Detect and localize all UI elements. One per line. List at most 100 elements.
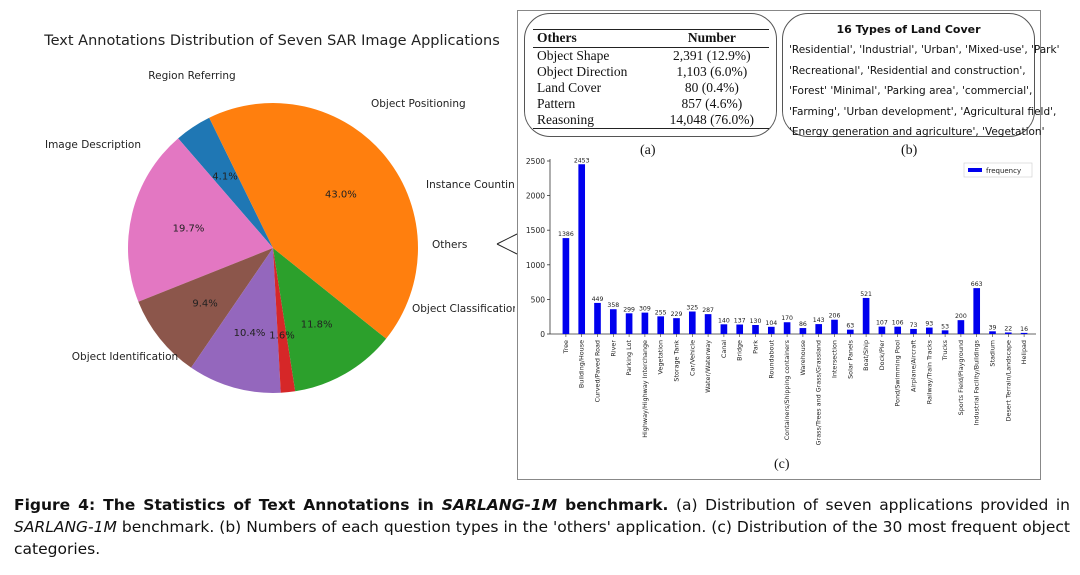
bar [799,328,807,334]
others-table-row: Object Shape 2,391 (12.9%) [533,48,769,65]
bar [783,322,791,334]
caption-part2: benchmark. (b) Numbers of each question … [14,518,1070,558]
bar [657,316,665,334]
bar [910,328,917,334]
x-tick-label: Grass/Trees and Grass/Grassland [815,340,823,445]
pie-value-label: 1.6% [269,331,294,342]
panel-label-b: (b) [901,143,918,158]
others-table-col-others: Others [533,29,655,48]
x-tick-label: Canal [720,340,728,358]
landcover-line: 'Forest' 'Minimal', 'Parking area', 'com… [789,85,1033,97]
others-row-number: 857 (4.6%) [681,96,743,111]
others-table-box: Others Number Object Shape 2,391 (12.9%) O… [524,13,777,137]
x-tick-label: Industrial Facility/Buildings [973,339,981,425]
landcover-title: 16 Types of Land Cover [836,23,981,36]
pie-category-label: Image Description [45,139,141,151]
x-tick-label: Trucks [941,339,949,361]
bar-value-label: 93 [925,321,933,328]
bar [673,318,680,334]
others-table: Others Number Object Shape 2,391 (12.9%) O… [533,29,769,129]
bar-value-label: 130 [750,318,762,325]
pie-category-label: Object Positioning [371,98,466,110]
pie-chart-title: Text Annotations Distribution of Seven S… [43,33,500,49]
bar [578,164,586,334]
x-tick-label: Vegetation [657,340,665,374]
pie-category-label: Object Classification [412,303,515,315]
bar-value-label: 255 [655,309,667,316]
pie-value-label: 19.7% [173,223,205,234]
bar-value-label: 170 [781,315,793,322]
x-tick-label: River [609,340,617,357]
legend-label: frequency [986,167,1021,175]
bar-value-label: 143 [813,317,825,324]
pie-value-label: 11.8% [301,319,333,330]
bar-value-label: 449 [592,296,604,303]
bar [767,326,775,334]
x-tick-label: Stadium [989,340,997,367]
x-tick-label: Pond/Swimming Pool [894,340,902,407]
caption-dataset-name-2: SARLANG-1M [14,518,117,536]
panel-label-a: (a) [640,143,656,158]
landcover-box: 16 Types of Land Cover 'Residential', 'I… [782,13,1059,138]
bar-value-label: 1386 [558,231,574,238]
y-tick-label: 2500 [526,157,545,166]
landcover-line: 'Energy generation and agriculture', 'Ve… [789,126,1045,138]
bar-value-label: 106 [892,320,904,327]
bar-chart: 0 500 1000 1500 2000 2500 frequency 1386 Tree 24… [526,157,1036,445]
bar [831,319,838,334]
bar-value-label: 2453 [574,157,590,164]
pie-slice [127,138,273,302]
bar-value-label: 22 [1004,325,1012,332]
others-row-type: Land Cover [537,80,602,95]
landcover-line: 'Residential', 'Industrial', 'Urban', 'M… [789,44,1060,56]
caption-dataset-name: SARLANG-1M [441,496,558,514]
bar [973,288,981,334]
x-tick-label: Building/House [578,340,586,388]
x-tick-label: Sports Field/Playground [957,340,965,415]
x-tick-label: Boat/Ship [862,340,870,371]
others-row-number: 1,103 (6.0%) [676,64,748,79]
pie-value-label: 4.1% [212,171,237,182]
bar-value-label: 309 [639,306,651,313]
bar-value-label: 39 [989,324,997,331]
x-tick-label: Airplane/Aircraft [910,340,918,392]
x-tick-label: Intersection [831,340,839,378]
others-row-number: 14,048 (76.0%) [654,112,769,129]
pie-category-label: Object Identification [72,351,178,363]
bar-value-label: 53 [941,323,949,330]
bar-value-label: 325 [686,305,698,312]
pie-value-label: 10.4% [234,328,266,339]
x-tick-label: Tree [562,340,570,354]
x-tick-label: Parking Lot [625,340,633,376]
bar [562,238,570,334]
x-tick-label: Helipad [1020,340,1028,364]
bar [736,324,744,334]
caption-bold-end: benchmark. [557,496,669,514]
bar [1020,332,1028,334]
others-row-number: 2,391 (12.9%) [673,48,751,63]
bar-value-label: 107 [876,320,888,327]
pie-value-label: 43.0% [325,190,357,201]
bar-value-label: 104 [765,320,777,327]
x-tick-label: Car/Vehicle [688,340,696,376]
bar-value-label: 16 [1020,326,1028,333]
bar [941,330,949,334]
bar-value-label: 140 [718,317,730,324]
bar [894,326,902,334]
bar-value-label: 200 [955,313,967,320]
bar-value-label: 63 [846,323,854,330]
pie-slice [138,248,273,368]
x-tick-label: Curved/Paved Road [594,340,602,402]
x-tick-label: Water/Waterway [704,340,712,393]
bar-value-label: 358 [607,302,619,309]
x-tick-label: Storage Tank [673,340,681,382]
brace-connector [496,233,518,255]
others-row-type: Pattern [537,96,576,111]
pie-value-label: 9.4% [192,298,217,309]
others-row-type: Reasoning [533,112,655,129]
bar-value-label: 663 [971,281,983,288]
bar-value-label: 206 [829,313,841,320]
bar [720,324,728,334]
x-tick-label: Containers/Shipping containers [783,339,791,440]
x-tick-label: Park [752,340,760,354]
